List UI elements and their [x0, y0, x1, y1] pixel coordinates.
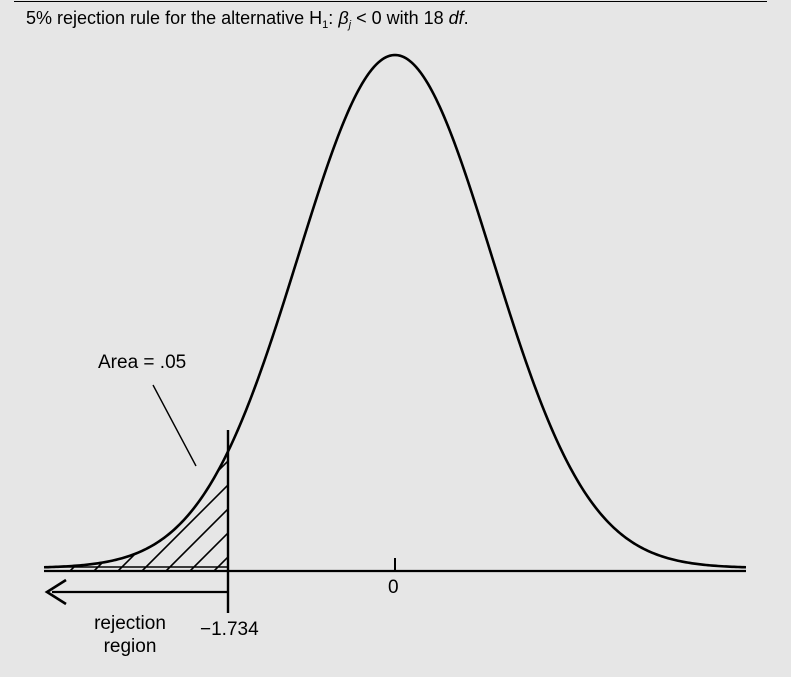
critical-value-label: −1.734	[200, 619, 259, 640]
hatch-line	[141, 451, 228, 571]
hatch-line	[165, 451, 228, 571]
rejection-area-hatching	[69, 371, 558, 571]
rejection-region-line1: rejection	[94, 613, 166, 634]
hatch-line	[262, 371, 462, 571]
caption-beta-subscript: j	[348, 19, 352, 31]
hatch-line	[189, 451, 228, 571]
hatch-line	[310, 371, 510, 571]
area-label: Area = .05	[98, 352, 187, 373]
zero-tick-label: 0	[388, 577, 399, 598]
caption-period: .	[463, 8, 469, 28]
rejection-region-label: rejection region	[92, 612, 168, 658]
hatch-line	[213, 451, 228, 571]
hatch-line	[69, 451, 228, 571]
caption-beta: β	[338, 8, 349, 28]
caption-df: df	[448, 8, 464, 28]
hatch-line	[93, 451, 228, 571]
hatch-line	[238, 371, 438, 571]
rejection-region-line2: region	[103, 636, 157, 657]
figure-caption: 5% rejection rule for the alternative H1…	[26, 6, 469, 31]
hatch-line	[286, 371, 486, 571]
rejection-arrow-head	[44, 578, 67, 606]
area-pointer-line	[152, 384, 197, 467]
hatch-line	[334, 371, 534, 571]
caption-colon: :	[328, 8, 334, 28]
caption-h-subscript: 1	[322, 19, 329, 31]
caption-relation: < 0 with 18	[356, 8, 444, 28]
density-curve	[43, 53, 747, 569]
caption-prefix: 5% rejection rule for the alternative H	[26, 8, 323, 28]
hatch-line	[358, 371, 558, 571]
top-rule	[14, 1, 767, 2]
